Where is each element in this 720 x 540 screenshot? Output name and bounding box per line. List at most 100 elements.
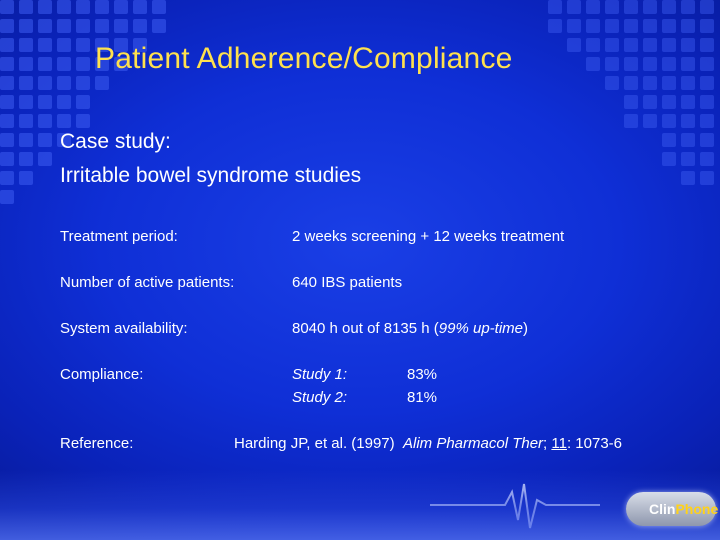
grid-square — [57, 0, 71, 14]
system-availability-value: 8040 h out of 8135 h (99% up-time) — [292, 320, 528, 337]
grid-square — [624, 38, 638, 52]
treatment-period-label: Treatment period: — [60, 228, 178, 245]
grid-square — [681, 171, 695, 185]
grid-square — [19, 0, 33, 14]
grid-square — [95, 57, 109, 71]
grid-square — [567, 38, 581, 52]
grid-square — [681, 19, 695, 33]
grid-square — [76, 95, 90, 109]
grid-square — [681, 76, 695, 90]
slide-title: Patient Adherence/Compliance — [95, 42, 513, 75]
reference-volume: 11 — [551, 435, 567, 452]
grid-square — [114, 57, 128, 71]
grid-square — [681, 95, 695, 109]
reference-separator: ; — [543, 435, 548, 452]
grid-square — [548, 19, 562, 33]
grid-square — [76, 19, 90, 33]
logo-text-phone: Phone — [675, 501, 719, 517]
study2-label: Study 2: — [292, 389, 347, 406]
grid-square — [700, 76, 714, 90]
grid-square — [19, 171, 33, 185]
grid-square — [662, 19, 676, 33]
grid-square — [662, 95, 676, 109]
grid-square — [133, 38, 147, 52]
grid-square — [57, 76, 71, 90]
grid-square — [19, 19, 33, 33]
grid-square — [0, 152, 14, 166]
compliance-label: Compliance: — [60, 366, 144, 383]
grid-square — [586, 0, 600, 14]
grid-square — [700, 19, 714, 33]
grid-square — [57, 133, 71, 147]
grid-square — [605, 76, 619, 90]
grid-square — [0, 95, 14, 109]
active-patients-label: Number of active patients: — [60, 274, 235, 291]
study1-value: 83% — [407, 366, 438, 383]
grid-square — [152, 19, 166, 33]
grid-square — [662, 76, 676, 90]
grid-square — [643, 57, 657, 71]
grid-square — [681, 38, 695, 52]
grid-square — [643, 114, 657, 128]
grid-square — [643, 95, 657, 109]
grid-square — [586, 19, 600, 33]
grid-square — [700, 0, 714, 14]
grid-square — [57, 57, 71, 71]
grid-square — [0, 0, 14, 14]
grid-square — [681, 114, 695, 128]
case-study-heading: Case study: Irritable bowel syndrome stu… — [60, 125, 361, 193]
grid-square — [95, 76, 109, 90]
study2-label-text: Study 2: — [292, 389, 348, 406]
grid-square — [76, 114, 90, 128]
reference-pages: : 1073-6 — [566, 435, 623, 452]
reference-label: Reference: — [60, 435, 134, 452]
grid-square — [114, 0, 128, 14]
grid-square — [605, 57, 619, 71]
reference-authors: Harding JP, et al. (1997) — [234, 435, 395, 452]
grid-square — [19, 76, 33, 90]
grid-square — [586, 57, 600, 71]
availability-hours: 8040 h out of 8135 h ( — [292, 320, 439, 337]
availability-uptime: 99% up-time — [438, 320, 524, 337]
grid-square — [76, 76, 90, 90]
grid-square — [19, 114, 33, 128]
grid-square — [624, 19, 638, 33]
grid-square — [681, 152, 695, 166]
clinphone-logo-text: ClinPhone — [649, 501, 718, 517]
case-study-label: Case study: — [60, 130, 171, 153]
reference-citation: Harding JP, et al. (1997) Alim Pharmacol… — [234, 435, 622, 452]
grid-square — [662, 0, 676, 14]
grid-square — [643, 0, 657, 14]
grid-square — [700, 133, 714, 147]
grid-square — [662, 57, 676, 71]
grid-square — [700, 57, 714, 71]
grid-square — [700, 152, 714, 166]
grid-square — [19, 95, 33, 109]
logo-text-clin: Clin — [649, 501, 676, 517]
grid-square — [133, 19, 147, 33]
bottom-glow-band — [0, 470, 720, 540]
grid-square — [605, 0, 619, 14]
grid-square — [0, 38, 14, 52]
grid-square — [605, 19, 619, 33]
grid-square — [548, 0, 562, 14]
grid-square — [19, 152, 33, 166]
grid-square — [662, 152, 676, 166]
grid-square — [624, 57, 638, 71]
treatment-period-value: 2 weeks screening + 12 weeks treatment — [292, 228, 565, 245]
grid-square — [133, 0, 147, 14]
case-study-topic: Irritable bowel syndrome studies — [60, 164, 362, 187]
grid-square — [0, 76, 14, 90]
grid-square — [114, 38, 128, 52]
grid-square — [624, 76, 638, 90]
grid-square — [38, 133, 52, 147]
grid-square — [681, 133, 695, 147]
clinphone-logo — [626, 492, 716, 526]
grid-square — [700, 95, 714, 109]
grid-square — [95, 0, 109, 14]
grid-square — [0, 133, 14, 147]
grid-square — [76, 57, 90, 71]
grid-square — [57, 38, 71, 52]
grid-square — [662, 133, 676, 147]
